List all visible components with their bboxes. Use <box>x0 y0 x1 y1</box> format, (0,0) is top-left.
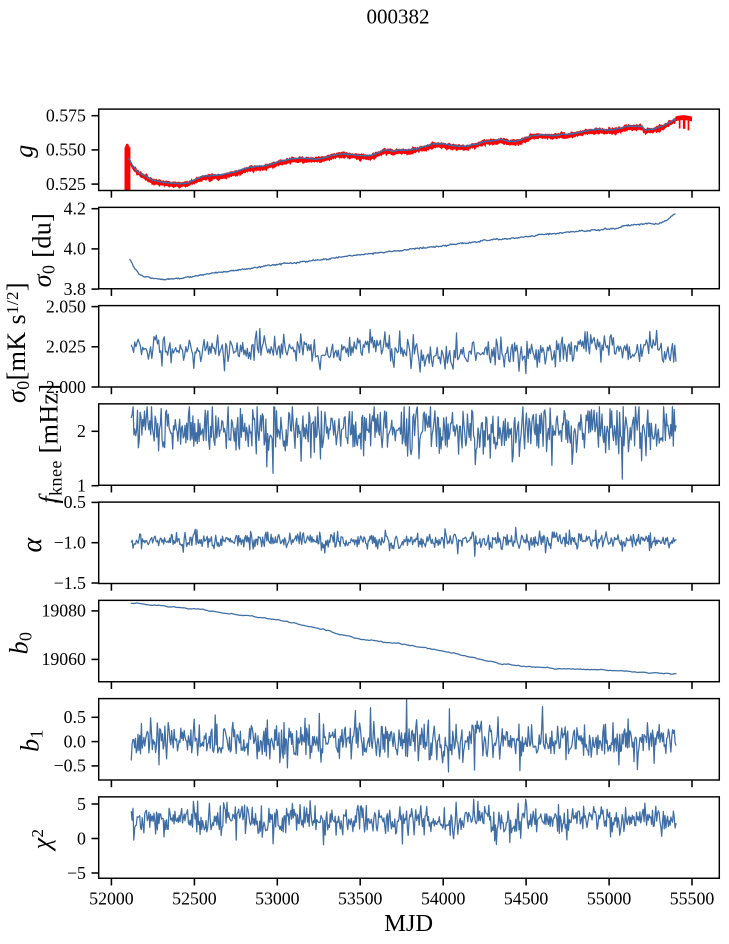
svg-text:55000: 55000 <box>587 888 632 908</box>
svg-text:−0.5: −0.5 <box>54 492 86 512</box>
svg-text:b1: b1 <box>16 729 47 752</box>
svg-text:α: α <box>17 537 48 553</box>
svg-text:σ0[mK s1/2]: σ0[mK s1/2] <box>2 282 33 403</box>
svg-text:55500: 55500 <box>670 888 715 908</box>
svg-text:−5: −5 <box>67 863 86 883</box>
svg-text:−1.0: −1.0 <box>54 533 86 553</box>
svg-text:0: 0 <box>77 828 86 848</box>
svg-text:0.525: 0.525 <box>46 174 86 194</box>
svg-text:2.050: 2.050 <box>46 296 86 316</box>
svg-text:2: 2 <box>77 421 86 441</box>
svg-text:5: 5 <box>77 794 86 814</box>
svg-text:19060: 19060 <box>41 649 86 669</box>
svg-text:1: 1 <box>77 476 86 496</box>
svg-text:b0: b0 <box>5 632 36 655</box>
svg-text:3.8: 3.8 <box>64 279 86 299</box>
svg-text:4.2: 4.2 <box>64 199 86 219</box>
svg-text:54000: 54000 <box>421 888 466 908</box>
svg-text:χ2: χ2 <box>27 829 56 853</box>
svg-text:54500: 54500 <box>504 888 549 908</box>
svg-text:0.0: 0.0 <box>64 731 86 751</box>
svg-text:4.0: 4.0 <box>64 239 86 259</box>
svg-text:2.025: 2.025 <box>46 337 86 357</box>
svg-text:0.550: 0.550 <box>46 140 86 160</box>
svg-text:fknee [mHz]: fknee [mHz] <box>35 384 66 504</box>
svg-text:g: g <box>9 144 38 157</box>
svg-text:σ0 [du]: σ0 [du] <box>28 213 59 287</box>
svg-text:000382: 000382 <box>367 5 430 29</box>
svg-text:MJD: MJD <box>384 910 433 937</box>
svg-text:0.5: 0.5 <box>64 707 86 727</box>
svg-text:−1.5: −1.5 <box>54 573 86 593</box>
svg-text:19080: 19080 <box>41 601 86 621</box>
svg-text:0.575: 0.575 <box>46 106 86 126</box>
svg-text:53000: 53000 <box>255 888 300 908</box>
svg-text:52000: 52000 <box>89 888 134 908</box>
svg-text:2.000: 2.000 <box>46 377 86 397</box>
svg-text:52500: 52500 <box>172 888 217 908</box>
svg-text:53500: 53500 <box>338 888 383 908</box>
svg-text:−0.5: −0.5 <box>54 756 86 776</box>
